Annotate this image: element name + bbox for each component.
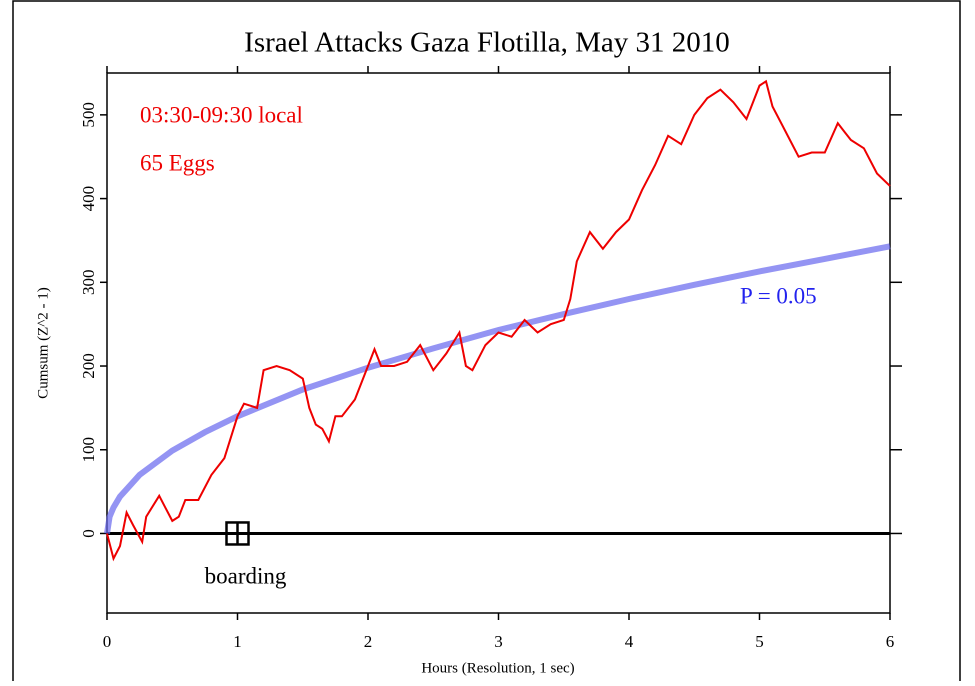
x-axis-label: Hours (Resolution, 1 sec) [421, 660, 574, 676]
y-tick-label: 100 [79, 437, 98, 463]
x-tick-label: 1 [233, 632, 242, 651]
x-tick-label: 6 [886, 632, 895, 651]
event-label: boarding [205, 564, 287, 589]
y-tick-label: 0 [79, 529, 98, 538]
annotation: 03:30-09:30 local [140, 102, 303, 127]
line-series [104, 243, 891, 534]
x-tick-label: 2 [364, 632, 373, 651]
y-tick-label: 400 [79, 186, 98, 212]
x-tick-label: 0 [103, 632, 112, 651]
y-axis-label: Cumsum (Z^2 - 1) [35, 287, 51, 399]
annotation: 65 Eggs [140, 150, 215, 175]
frame [12, 0, 961, 686]
event-marker [225, 521, 250, 546]
annotation: P = 0.05 [740, 283, 817, 308]
chart-title: Israel Attacks Gaza Flotilla, May 31 201… [244, 27, 730, 59]
y-tick-label: 300 [79, 270, 98, 296]
y-tick-label: 500 [79, 102, 98, 128]
y-tick-label: 200 [79, 353, 98, 379]
x-tick-label: 5 [755, 632, 764, 651]
x-tick-label: 4 [625, 632, 634, 651]
line-series [106, 79, 891, 562]
x-tick-label: 3 [494, 632, 503, 651]
